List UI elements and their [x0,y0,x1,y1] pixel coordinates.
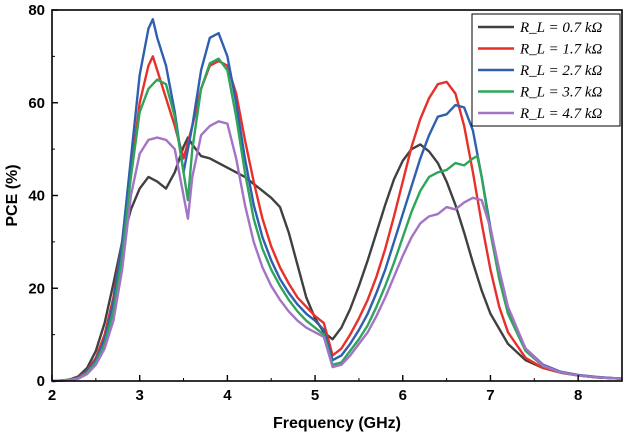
series-line-5 [51,120,623,383]
legend: R_L = 0.7 kΩ R_L = 1.7 kΩ R_L = 2.7 kΩ R_L … [471,13,621,127]
y-tick-label: 20 [28,280,45,297]
x-tick-label: 3 [136,387,144,404]
y-tick-label: 80 [28,2,45,19]
legend-label-1: R_L = 0.7 kΩ [519,20,603,36]
x-tick-label: 7 [486,387,494,404]
y-axis-title: PCE (%) [4,164,21,226]
legend-label-2: R_L = 1.7 kΩ [519,42,603,58]
legend-label-5: R_L = 4.7 kΩ [519,106,603,122]
y-tick-label: 40 [28,188,45,205]
legend-label-3: R_L = 2.7 kΩ [519,63,603,79]
series-line-4 [51,57,623,383]
series-lines [51,18,623,383]
y-axis-ticks: 0 20 40 60 80 [28,2,58,390]
y-tick-label: 60 [28,95,45,112]
y-tick-label: 0 [37,373,45,390]
x-axis-title: Frequency (GHz) [273,415,401,432]
x-tick-label: 8 [574,387,582,404]
x-tick-label: 6 [399,387,407,404]
legend-label-4: R_L = 3.7 kΩ [519,85,603,101]
series-line-3 [51,18,623,383]
x-tick-label: 5 [311,387,319,404]
x-axis-ticks: 2 3 4 5 6 7 8 [48,375,582,404]
plot-area: 2 3 4 5 6 7 8 0 20 40 60 80 [28,2,623,404]
x-tick-label: 2 [48,387,56,404]
x-tick-label: 4 [223,387,232,404]
series-line-1 [51,136,623,383]
legend-items: R_L = 0.7 kΩ R_L = 1.7 kΩ R_L = 2.7 kΩ R_L … [478,20,603,122]
